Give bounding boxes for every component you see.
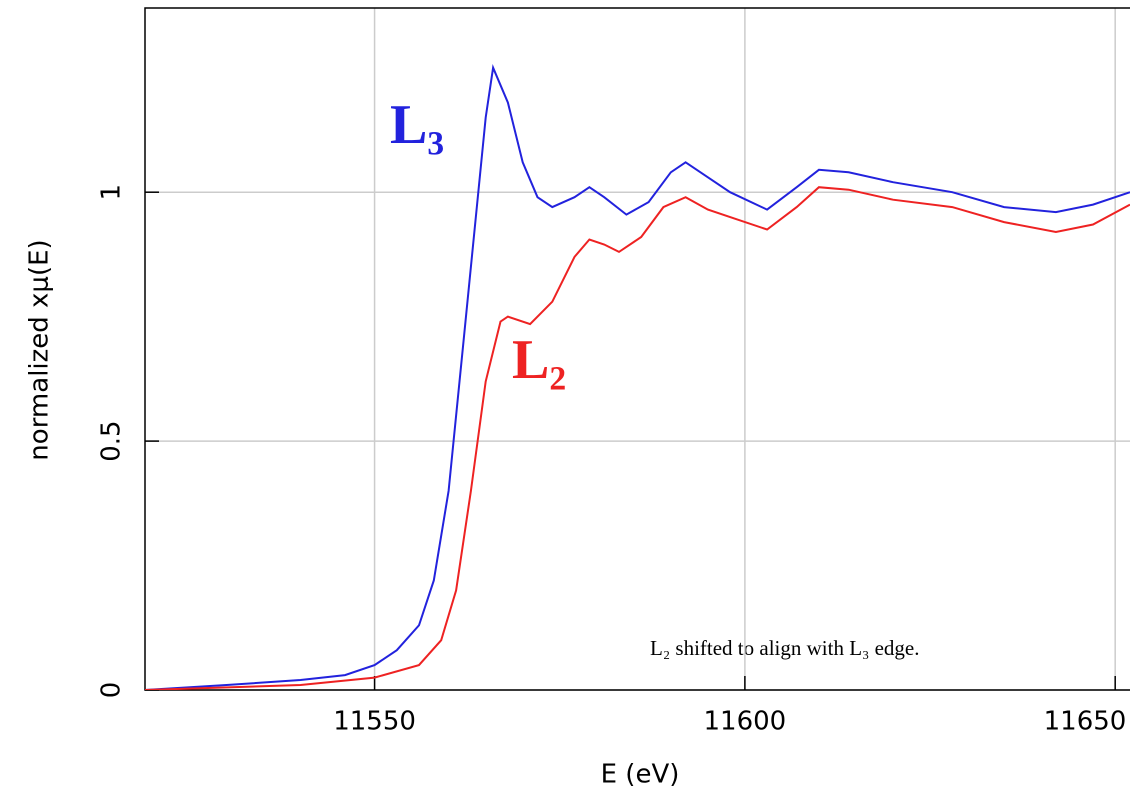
x-tick-label: 11550	[333, 707, 416, 737]
y-tick-label: 0	[97, 682, 127, 699]
y-tick-label: 0.5	[97, 420, 127, 461]
x-tick-label: 11650	[1044, 707, 1127, 737]
plot-frame	[144, 7, 1130, 691]
x-axis-label: E (eV)	[601, 760, 680, 790]
series-label: L₃	[390, 94, 444, 156]
y-axis-label: normalized xμ(E)	[25, 239, 55, 460]
series-label: L₂	[512, 329, 566, 391]
series-line	[145, 186, 1130, 690]
series-line	[145, 64, 1130, 690]
x-tick-label: 11600	[704, 707, 787, 737]
y-tick-label: 1	[97, 184, 127, 201]
annotation: L₂ shifted to align with L₃ edge.	[650, 636, 920, 660]
